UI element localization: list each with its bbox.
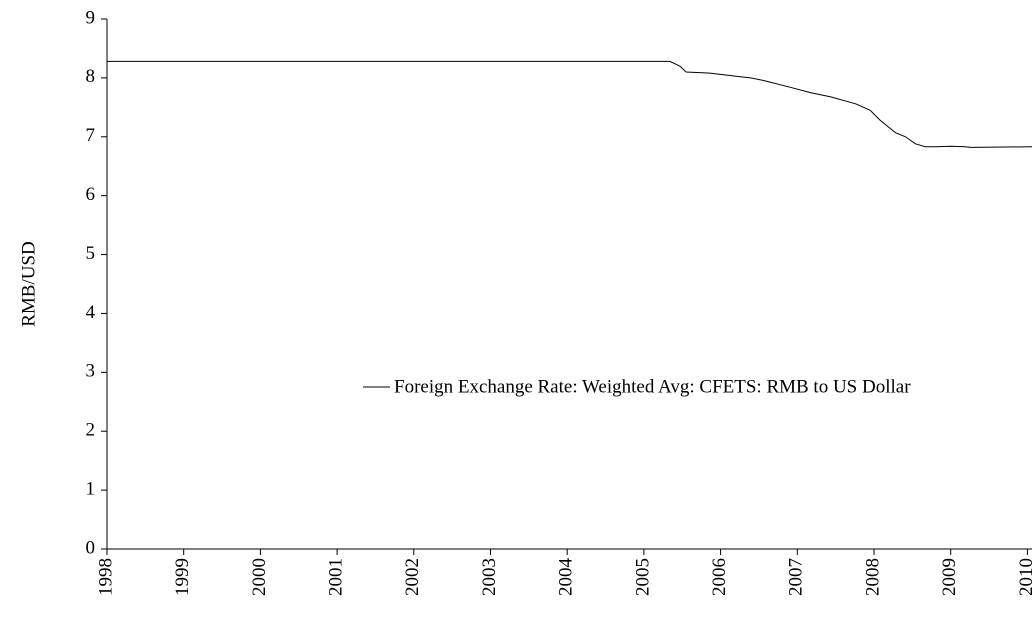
x-tick-label: 2002 [402,558,423,596]
x-tick-label: 1999 [172,558,193,596]
x-tick-label: 2006 [709,558,730,596]
y-axis-label: RMB/USD [18,241,39,327]
y-tick-label: 4 [86,302,96,323]
x-tick-label: 2004 [556,558,577,597]
x-tick-label: 2000 [249,558,270,596]
x-tick-label: 2009 [939,558,960,596]
x-tick-label: 2003 [479,558,500,596]
legend-label: Foreign Exchange Rate: Weighted Avg: CFE… [394,376,911,397]
y-tick-label: 1 [86,478,96,499]
y-tick-label: 6 [86,184,96,205]
x-tick-label: 2005 [632,558,653,596]
y-tick-label: 3 [86,361,96,382]
x-tick-label: 1998 [95,558,116,596]
x-tick-label: 2007 [786,558,807,596]
x-tick-label: 2010 [1016,558,1032,596]
series-line [107,60,1032,148]
x-tick-label: 2001 [325,558,346,596]
y-tick-label: 0 [86,537,96,558]
y-tick-label: 5 [86,243,96,264]
y-tick-label: 7 [86,125,96,146]
x-tick-label: 2008 [862,558,883,596]
y-tick-label: 8 [86,66,96,87]
y-tick-label: 9 [86,7,96,28]
y-tick-label: 2 [86,420,96,441]
